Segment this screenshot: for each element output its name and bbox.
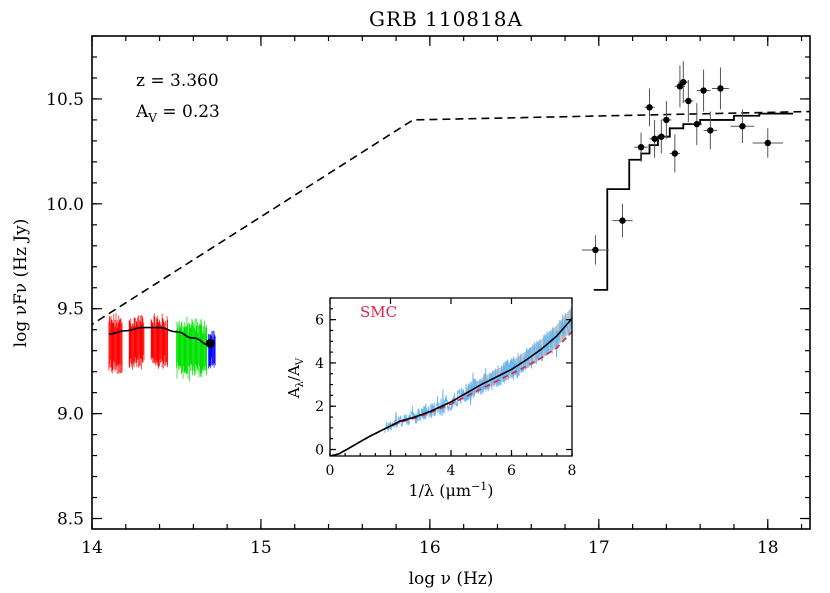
data-marker — [663, 116, 670, 124]
xray-data-point — [691, 103, 702, 146]
xray-data-point — [581, 235, 609, 265]
inset-legend-smc: SMC — [360, 303, 397, 321]
inset-ylabel-sub2: V — [295, 357, 306, 366]
data-marker — [700, 87, 707, 94]
y-axis-label: log νFν (Hz Jy) — [11, 219, 31, 348]
xray-data-point — [669, 134, 680, 173]
main-axis-ticks: 14 15 16 17 18 8.5 9.0 9.5 10.0 10.5 — [46, 35, 810, 558]
inset-plot-area — [330, 305, 572, 456]
extinction-value: = 0.23 — [157, 102, 220, 122]
xray-data-point — [678, 61, 689, 104]
x-axis-label: log ν (Hz) — [409, 569, 494, 589]
data-marker — [658, 133, 665, 140]
data-marker — [693, 120, 701, 128]
xray-data-point — [730, 109, 755, 143]
y-tick-label: 10.5 — [46, 90, 84, 110]
redshift-annotation: z = 3.360 — [136, 71, 219, 91]
inset-x-tick-label: 2 — [386, 463, 395, 479]
data-marker — [764, 139, 771, 147]
data-marker — [651, 135, 658, 142]
inset-xlabel-text: 1/λ (μm — [408, 481, 471, 500]
xray-data-point — [649, 119, 660, 158]
inset-y-tick-label: 2 — [315, 399, 324, 415]
data-marker — [646, 104, 653, 111]
xray-data-point — [712, 67, 729, 110]
x-tick-label: 18 — [757, 538, 779, 558]
xray-data-point — [683, 80, 694, 123]
x-tick-label: 15 — [250, 538, 272, 558]
data-marker — [739, 123, 746, 130]
data-marker — [680, 78, 687, 86]
inset-x-tick-label: 6 — [507, 463, 516, 479]
data-marker — [685, 97, 692, 105]
inset-xlabel-sup: −1 — [471, 480, 487, 493]
xray-data-point — [656, 119, 667, 154]
inset-y-tick-label: 6 — [315, 313, 324, 329]
spectrum-red — [108, 312, 123, 375]
inset-y-tick-label: 0 — [315, 443, 324, 459]
inset-ylabel-slash: /A — [285, 365, 303, 381]
inset-axis-ticks: 0 2 4 6 8 0 2 4 6 — [315, 297, 577, 479]
xray-data-point — [634, 132, 648, 162]
xray-data-point — [644, 88, 655, 127]
extinction-sub: V — [147, 111, 157, 125]
y-tick-label: 9.5 — [57, 300, 84, 320]
optical-data-point — [205, 338, 215, 348]
inset-x-tick-label: 0 — [326, 463, 335, 479]
spectrum-red — [150, 313, 168, 369]
inset-ylabel-a1: A — [285, 387, 303, 399]
main-plot-frame — [91, 35, 811, 530]
model-dashed — [92, 110, 810, 326]
inset-curves — [330, 305, 572, 456]
main-plot-area — [92, 61, 810, 382]
inset-x-tick-label: 4 — [447, 463, 456, 479]
optical-spectra — [108, 312, 216, 382]
data-marker — [671, 150, 679, 157]
inset-y-axis-label: Aλ/AV — [285, 357, 306, 399]
spectrum-green — [176, 316, 208, 382]
extinction-annotation: AV = 0.23 — [135, 102, 220, 125]
x-tick-label: 14 — [81, 538, 103, 558]
y-tick-label: 10.0 — [46, 195, 84, 215]
data-marker — [637, 143, 645, 151]
extinction-model-curve — [330, 318, 572, 456]
inset-ylabel-sub1: λ — [295, 380, 306, 387]
data-marker — [717, 85, 724, 92]
xray-data-point — [612, 203, 633, 238]
y-tick-label: 8.5 — [57, 510, 84, 530]
x-tick-label: 16 — [419, 538, 441, 558]
model-step — [593, 112, 794, 291]
spectrum-blue — [208, 330, 216, 369]
xray-data-point — [661, 101, 672, 139]
extinction-a: A — [135, 102, 149, 122]
spectrum-red — [128, 315, 145, 370]
inset-x-tick-label: 8 — [568, 463, 577, 479]
xray-data-point — [703, 111, 718, 150]
xray-points — [205, 61, 783, 348]
inset-xlabel-close: ) — [487, 481, 493, 500]
xray-data-point — [752, 128, 783, 158]
y-tick-label: 9.0 — [57, 405, 84, 425]
extinction-spectrum — [384, 305, 572, 433]
chart-title: GRB 110818A — [369, 7, 523, 31]
inset-background — [330, 298, 572, 456]
xray-data-point — [696, 69, 711, 112]
data-marker — [619, 217, 626, 224]
inset-y-tick-label: 4 — [315, 356, 324, 372]
data-marker — [592, 246, 599, 254]
inset-x-axis-label: 1/λ (μm−1) — [408, 480, 493, 500]
x-tick-label: 17 — [588, 538, 610, 558]
data-marker — [707, 127, 714, 134]
